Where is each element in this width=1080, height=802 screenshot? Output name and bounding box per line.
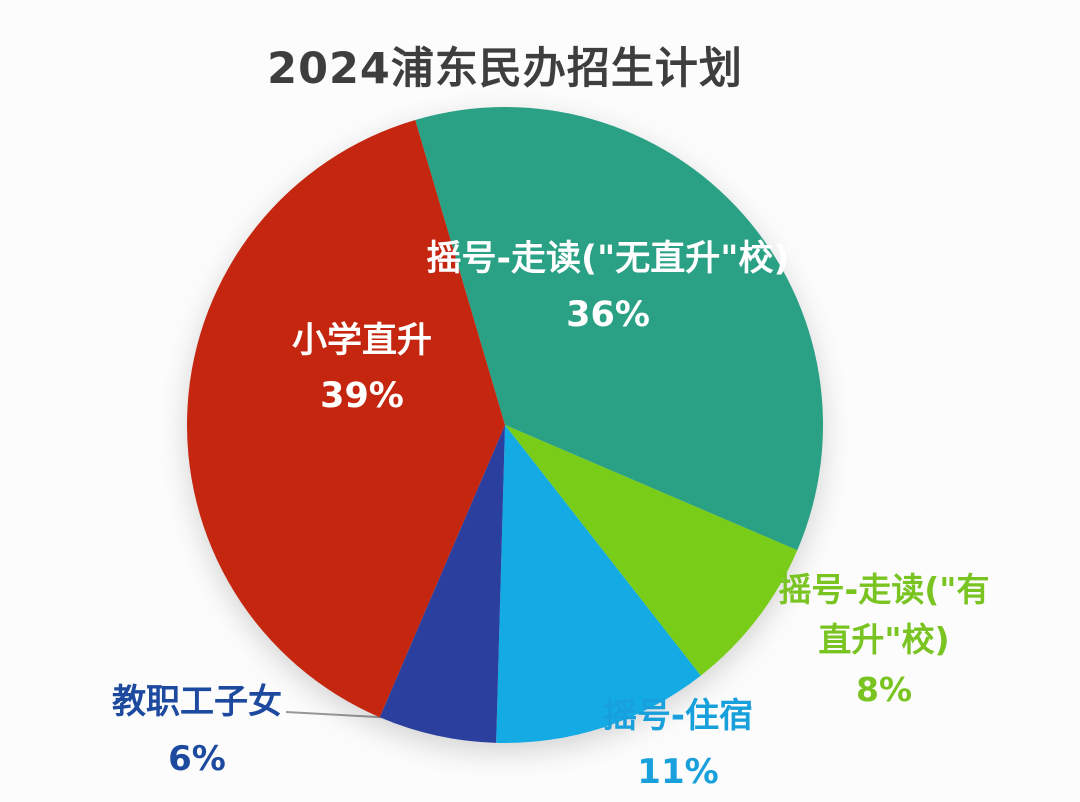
slice-label-lottery-boarding: 摇号-住宿 11% (603, 688, 753, 800)
slice-label-text: 直升"校) (818, 620, 950, 659)
pie-slice-lottery-boarding (496, 425, 701, 744)
slice-percent: 11% (637, 752, 719, 792)
slice-percent: 39% (320, 376, 404, 416)
slice-percent: 8% (855, 670, 913, 709)
slice-percent: 36% (566, 295, 650, 335)
pie-slice-primary-direct (186, 119, 506, 718)
slice-label-primary-direct: 小学直升 39% (292, 314, 432, 424)
pie-slice-lottery-day-no-direct (415, 107, 824, 551)
slice-label-text: 摇号-走读("无直升"校) (426, 239, 790, 279)
slice-label-text: 小学直升 (291, 321, 433, 361)
chart-title: 2024浦东民办招生计划 (267, 44, 743, 94)
slice-label-lottery-day-no-direct: 摇号-走读("无直升"校) 36% (427, 231, 790, 343)
slice-label-staff-children: 教职工子女 6% (112, 674, 282, 788)
pie-slice-lottery-day-with-direct (505, 425, 798, 676)
slice-label-text: 摇号-住宿 (602, 696, 754, 736)
slice-percent: 6% (168, 739, 226, 779)
pie-slice-staff-children (379, 425, 505, 743)
slice-label-text: 摇号-走读("有 (778, 570, 990, 609)
slice-label-lottery-day-with-direct: 摇号-走读("有 直升"校) 8% (779, 565, 990, 715)
slice-label-text: 教职工子女 (112, 682, 282, 722)
